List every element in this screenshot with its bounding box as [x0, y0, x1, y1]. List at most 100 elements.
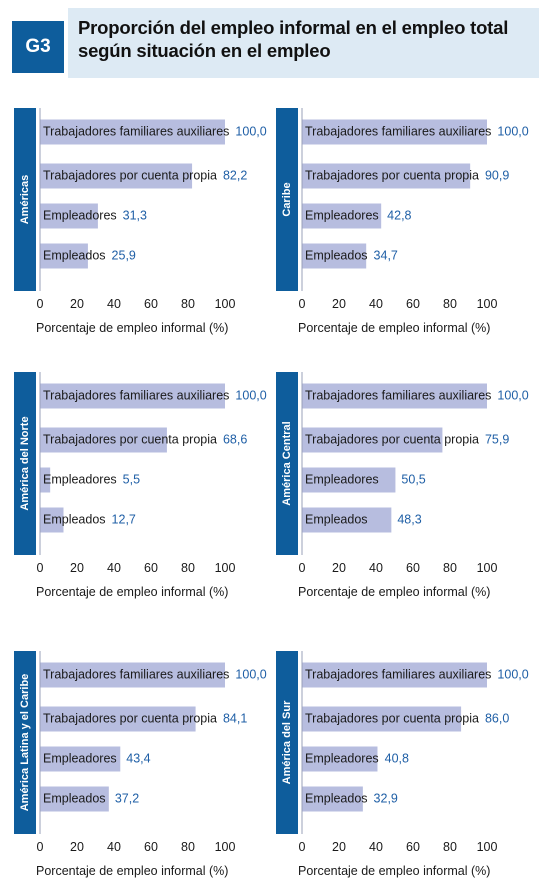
x-tick-label: 100	[477, 561, 498, 575]
category-label: Trabajadores por cuenta propia	[43, 711, 217, 725]
bar	[40, 706, 196, 732]
region-label: América del Norte	[19, 416, 31, 510]
category-label: Empleadores	[43, 472, 117, 486]
x-tick-label: 100	[477, 297, 498, 311]
chart-panel: América Latina y el Caribe Trabajadores f…	[14, 651, 267, 886]
value-label: 42,8	[387, 208, 411, 222]
x-axis-title: Porcentaje de empleo informal (%)	[36, 321, 228, 335]
bar	[302, 119, 487, 145]
value-label: 90,9	[485, 168, 509, 182]
value-label: 5,5	[123, 472, 140, 486]
x-tick-label: 0	[37, 840, 44, 854]
bar	[302, 383, 487, 409]
bar-chart: América Latina y el Caribe Trabajadores f…	[14, 651, 267, 878]
value-label: 86,0	[485, 711, 509, 725]
x-tick-label: 100	[477, 840, 498, 854]
value-label: 32,9	[374, 791, 398, 805]
bar	[302, 427, 443, 453]
value-label: 31,3	[123, 208, 147, 222]
category-label: Empleados	[305, 248, 368, 262]
bar	[40, 163, 193, 189]
category-label: Empleados	[305, 791, 368, 805]
x-tick-label: 80	[181, 297, 195, 311]
x-tick-label: 20	[332, 297, 346, 311]
value-label: 100,0	[235, 667, 266, 681]
value-label: 43,4	[126, 751, 150, 765]
region-band	[14, 372, 36, 555]
category-label: Trabajadores por cuenta propia	[43, 168, 217, 182]
bar	[40, 746, 121, 772]
x-tick-label: 0	[299, 561, 306, 575]
category-label: Empleados	[43, 512, 106, 526]
bar-chart: América Central Trabajadores familiares a…	[276, 372, 529, 599]
x-tick-label: 80	[181, 561, 195, 575]
x-tick-label: 40	[369, 561, 383, 575]
bar	[302, 467, 396, 493]
bar	[302, 507, 392, 533]
bar	[40, 203, 98, 229]
x-tick-label: 40	[107, 297, 121, 311]
x-tick-label: 40	[369, 297, 383, 311]
category-label: Empleadores	[43, 208, 117, 222]
value-label: 12,7	[112, 512, 136, 526]
bar	[40, 427, 167, 453]
figure-header: G3 Proporción del empleo informal en el …	[0, 0, 539, 80]
bar	[40, 383, 225, 409]
x-tick-label: 60	[144, 561, 158, 575]
region-label: América Latina y el Caribe	[19, 674, 31, 812]
bar	[302, 706, 462, 732]
region-label: América Central	[281, 421, 293, 505]
value-label: 48,3	[397, 512, 421, 526]
x-tick-label: 20	[332, 561, 346, 575]
value-label: 25,9	[112, 248, 136, 262]
x-tick-label: 60	[406, 561, 420, 575]
figure-title: Proporción del empleo informal en el emp…	[78, 17, 509, 61]
value-label: 100,0	[235, 124, 266, 138]
region-label: Américas	[19, 175, 31, 225]
category-label: Trabajadores familiares auxiliares	[305, 667, 491, 681]
value-label: 50,5	[401, 472, 425, 486]
category-label: Trabajadores por cuenta propia	[305, 711, 479, 725]
x-tick-label: 100	[215, 297, 236, 311]
chart-panel: América del Sur Trabajadores familiares a…	[276, 651, 529, 886]
x-axis-title: Porcentaje de empleo informal (%)	[298, 585, 490, 599]
value-label: 75,9	[485, 432, 509, 446]
x-tick-label: 80	[443, 840, 457, 854]
x-tick-label: 20	[70, 297, 84, 311]
category-label: Empleadores	[43, 751, 117, 765]
bar	[40, 786, 109, 812]
category-label: Trabajadores familiares auxiliares	[305, 388, 491, 402]
x-axis-title: Porcentaje de empleo informal (%)	[298, 321, 490, 335]
value-label: 40,8	[385, 751, 409, 765]
x-tick-label: 20	[70, 840, 84, 854]
category-label: Empleados	[43, 248, 106, 262]
region-band	[276, 372, 298, 555]
bar	[302, 163, 471, 189]
value-label: 100,0	[497, 667, 528, 681]
x-tick-label: 80	[181, 840, 195, 854]
region-band	[276, 651, 298, 834]
bar	[302, 243, 367, 269]
x-tick-label: 0	[37, 561, 44, 575]
region-band	[14, 108, 36, 291]
x-axis-title: Porcentaje de empleo informal (%)	[36, 864, 228, 878]
x-tick-label: 80	[443, 297, 457, 311]
x-axis-title: Porcentaje de empleo informal (%)	[36, 585, 228, 599]
x-tick-label: 60	[144, 297, 158, 311]
region-label: Caribe	[281, 182, 293, 216]
bar-chart: Américas Trabajadores familiares auxiliar…	[14, 108, 267, 335]
x-tick-label: 0	[299, 297, 306, 311]
bar	[40, 243, 88, 269]
x-tick-label: 80	[443, 561, 457, 575]
category-label: Empleados	[43, 791, 106, 805]
bar	[40, 507, 64, 533]
region-label: América del Sur	[281, 700, 293, 784]
x-tick-label: 60	[406, 297, 420, 311]
x-tick-label: 20	[332, 840, 346, 854]
figure-badge: G3	[12, 21, 64, 73]
category-label: Trabajadores por cuenta propia	[43, 432, 217, 446]
value-label: 84,1	[223, 711, 247, 725]
x-tick-label: 60	[144, 840, 158, 854]
bar	[302, 203, 382, 229]
value-label: 100,0	[497, 124, 528, 138]
